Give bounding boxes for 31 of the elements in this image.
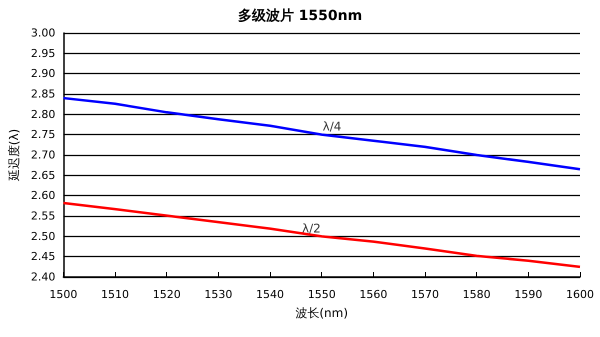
x-tick-label: 1520 xyxy=(152,288,181,301)
chart-title: 多级波片 1550nm xyxy=(238,8,362,24)
y-tick-label: 2.85 xyxy=(30,88,56,100)
line-series xyxy=(62,202,582,268)
x-tick-label: 1500 xyxy=(49,288,78,301)
y-tick-label: 2.40 xyxy=(30,270,56,284)
x-tick-label: 1600 xyxy=(566,288,594,301)
x-tick-label: 1550 xyxy=(308,288,336,301)
annotation: λ/2 xyxy=(302,221,321,236)
y-axis-title: 延迟度(λ) xyxy=(7,128,21,182)
x-tick-label: 1560 xyxy=(359,288,388,301)
y-tick-label: 2.65 xyxy=(30,168,56,182)
x-tick-label: 1570 xyxy=(411,288,440,301)
y-tick-label: 2.50 xyxy=(30,230,56,243)
y-tick-label: 3.00 xyxy=(30,26,56,40)
y-tick-label: 2.45 xyxy=(30,250,56,264)
y-tick-label: 2.70 xyxy=(30,148,56,162)
x-tick-label: 1510 xyxy=(101,288,130,301)
y-tick-label: 2.75 xyxy=(30,128,56,142)
x-tick-label: 1580 xyxy=(462,288,491,301)
annotation: λ/4 xyxy=(322,120,342,134)
y-tick-label: 2.90 xyxy=(30,67,56,80)
x-axis-title: 波长(nm) xyxy=(295,306,348,320)
y-tick-label: 2.80 xyxy=(30,108,56,121)
x-tick-label: 1530 xyxy=(204,288,232,301)
y-tick-label: 2.60 xyxy=(30,189,56,202)
y-tick-label: 2.55 xyxy=(30,210,56,222)
x-tick-label: 1540 xyxy=(256,288,284,301)
y-tick-label: 2.95 xyxy=(30,46,56,60)
line-series xyxy=(62,96,582,170)
x-tick-label: 1590 xyxy=(514,288,542,301)
